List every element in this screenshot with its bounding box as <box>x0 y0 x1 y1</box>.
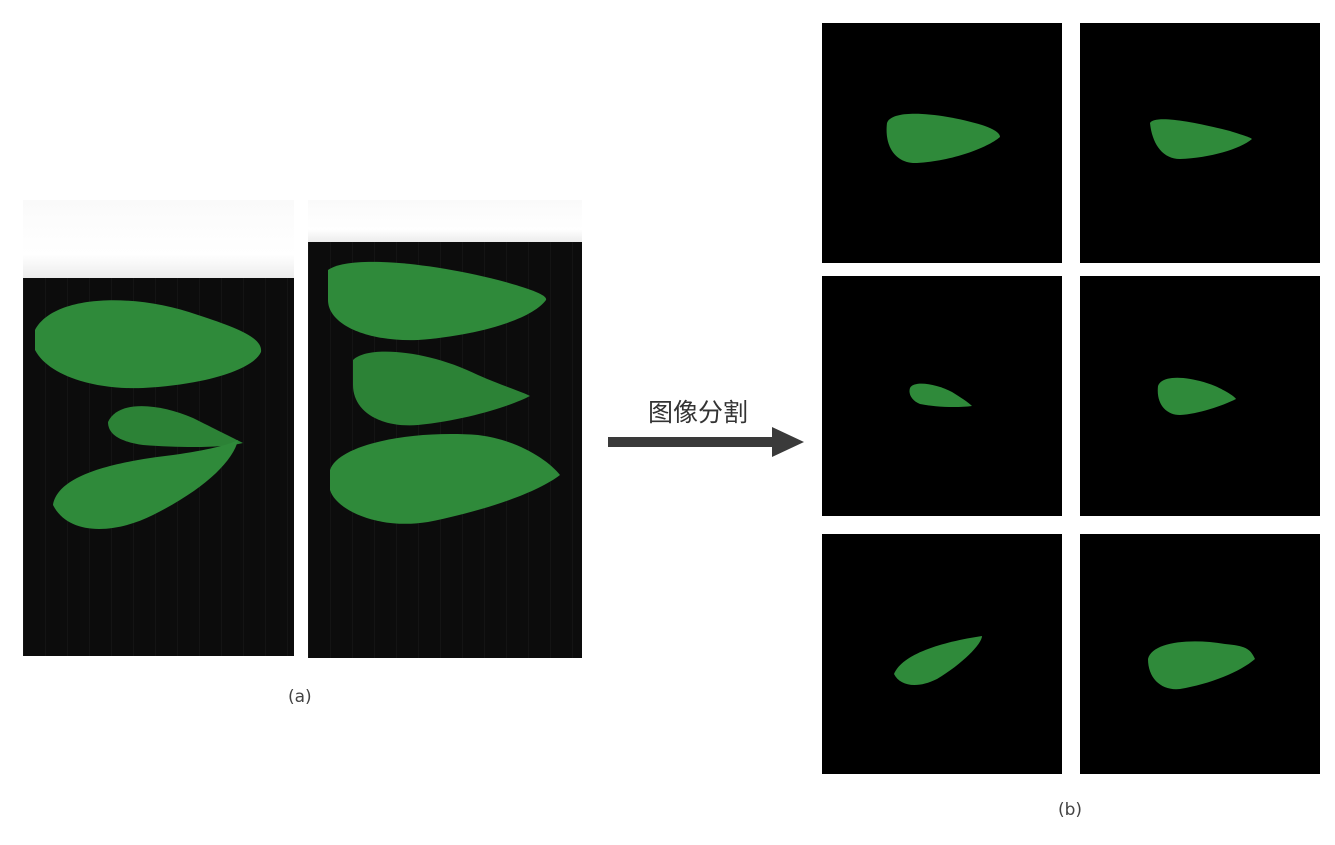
caption-b: (b) <box>1058 800 1083 820</box>
segmented-tile-1 <box>822 23 1062 263</box>
leaf <box>330 434 560 524</box>
leaf <box>328 261 547 341</box>
paper-strip <box>23 200 294 278</box>
leaf <box>1150 119 1252 159</box>
segmented-tile-2 <box>1080 23 1320 263</box>
leaf <box>1157 377 1236 415</box>
segmented-tile-6 <box>1080 534 1320 774</box>
segmented-tile-5 <box>822 534 1062 774</box>
leaf <box>886 113 1000 164</box>
caption-a: (a) <box>288 687 312 707</box>
scan-right-image <box>308 200 582 658</box>
leaf <box>35 300 262 389</box>
right-arrow-icon <box>608 427 804 457</box>
leaves-right-scan <box>328 261 560 524</box>
leaves-left-scan <box>35 300 262 529</box>
leaf <box>1148 641 1255 690</box>
leaf <box>353 351 530 426</box>
leaf <box>909 383 972 408</box>
segmented-tile-3 <box>822 276 1062 516</box>
leaf <box>53 440 238 529</box>
scan-left-image <box>23 200 294 656</box>
segmentation-label: 图像分割 <box>648 398 749 427</box>
leaf <box>894 636 982 686</box>
segmented-tile-4 <box>1080 276 1320 516</box>
leaf <box>108 406 243 448</box>
paper-strip <box>308 200 582 242</box>
